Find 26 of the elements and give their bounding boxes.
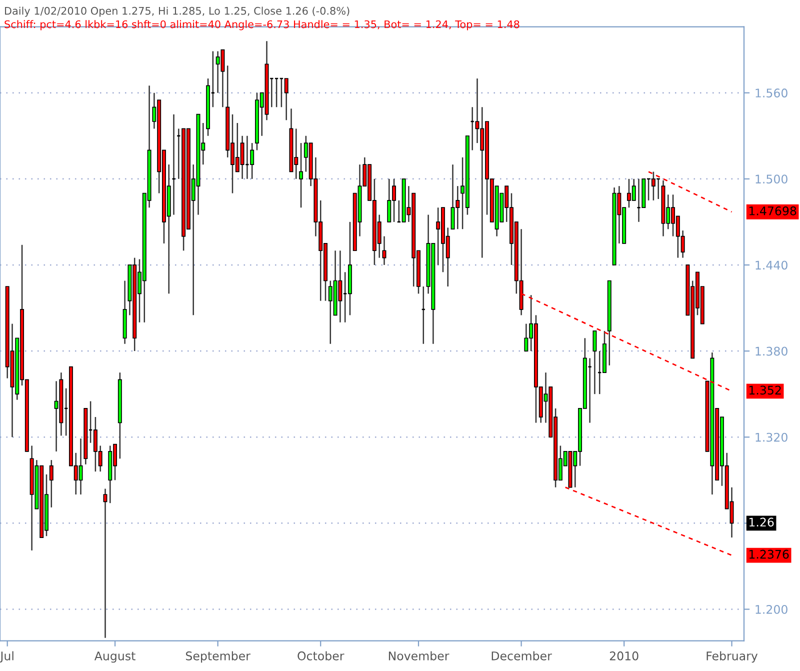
x-tick-label: November	[388, 651, 450, 660]
candlestick	[284, 78, 288, 121]
y-tick-label: 1.200	[756, 604, 788, 614]
y-tick-label: 1.440	[756, 260, 788, 270]
y-tick-label: 1.500	[756, 174, 788, 184]
y-tick-label: 1.560	[756, 88, 788, 98]
x-tick-label: February	[706, 651, 758, 663]
x-tick-label: Jul	[0, 651, 14, 663]
x-tick-label: December	[492, 651, 552, 660]
data-label: 1.2376	[749, 550, 789, 559]
x-tick-label: August	[94, 652, 136, 663]
candlestick	[103, 488, 108, 639]
candlestick	[382, 236, 386, 266]
x-tick-label: September	[186, 651, 250, 663]
data-label: 1.352	[749, 386, 781, 395]
x-tick-label: 2010	[610, 651, 638, 660]
x-tick-label: October	[298, 651, 344, 660]
data-label: 1.47698	[749, 206, 796, 216]
candlestick	[49, 459, 54, 508]
chart-subtitle: Schiff: pct=4.6 lkbk=16 shft=0 alimit=40 Angle=-6.73 Handle= = 1.35, Bot= = 1.24, Top= = 1.48	[4, 20, 520, 30]
y-tick-label: 1.320	[756, 432, 788, 442]
candlestick	[592, 330, 597, 395]
annotation: 1.26	[749, 518, 774, 527]
chart-title: Daily 1/02/2010 Open 1.275, Hi 1.285, Lo 1.25, Close 1.26 (-0.8%)	[5, 6, 350, 17]
y-tick-label: 1.380	[756, 346, 788, 356]
candlestick	[299, 142, 304, 208]
